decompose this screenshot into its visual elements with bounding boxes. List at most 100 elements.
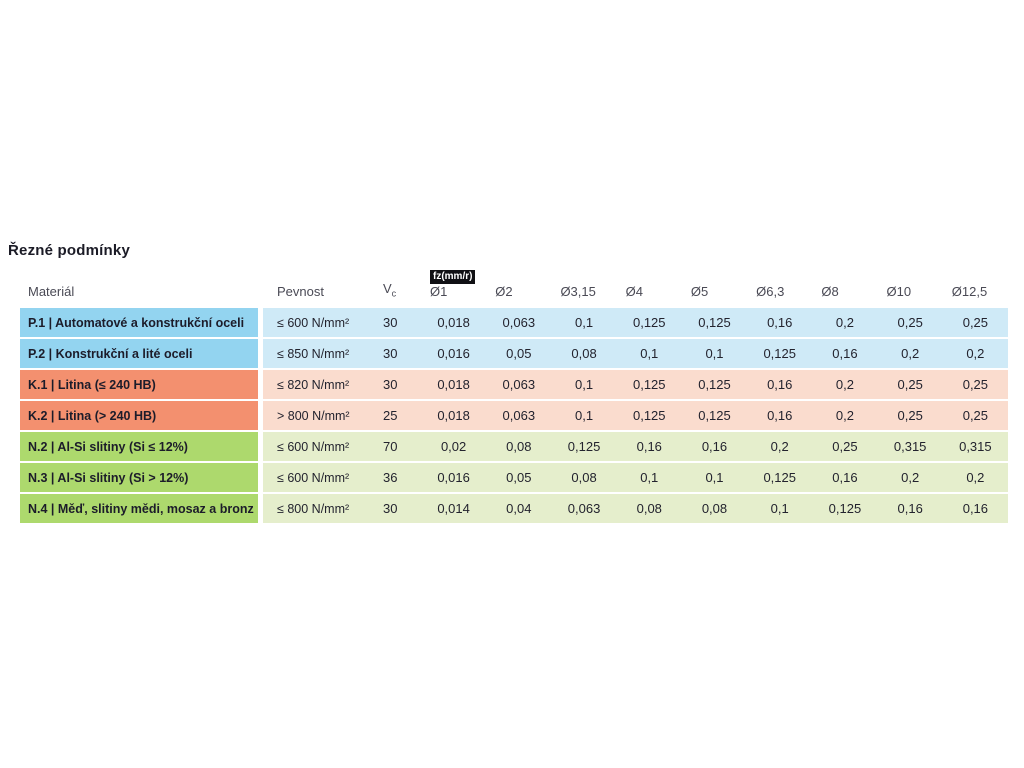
fz-value-cell: 0,125	[551, 432, 617, 461]
pevnost-cell: ≤ 600 N/mm²	[263, 308, 373, 337]
fz-value-cell: 0,014	[421, 494, 487, 523]
fz-value-cell: 0,018	[421, 308, 487, 337]
column-header-d125: Ø12,5	[951, 284, 988, 299]
vc-cell: 30	[373, 370, 421, 399]
fz-value-cell: 0,1	[681, 339, 748, 368]
fz-value-cell: 0,2	[877, 339, 943, 368]
pevnost-cell: ≤ 820 N/mm²	[263, 370, 373, 399]
vc-cell: 30	[373, 494, 421, 523]
fz-value-cell: 0,16	[942, 494, 1008, 523]
vc-cell: 25	[373, 401, 421, 430]
fz-value-cell: 0,315	[877, 432, 943, 461]
column-header-d2: Ø2	[495, 284, 513, 299]
fz-value-cell: 0,063	[551, 494, 617, 523]
column-header-d4: Ø4	[625, 284, 643, 299]
material-cell: K.2 | Litina (> 240 HB)	[20, 401, 258, 430]
material-cell: N.2 | Al-Si slitiny (Si ≤ 12%)	[20, 432, 258, 461]
fz-value-cell: 0,08	[616, 494, 682, 523]
material-cell: P.2 | Konstrukční a lité oceli	[20, 339, 258, 368]
fz-value-cell: 0,125	[812, 494, 878, 523]
fz-value-cell: 0,125	[681, 308, 748, 337]
fz-value-cell: 0,125	[616, 370, 682, 399]
vc-cell: 30	[373, 339, 421, 368]
fz-value-cell: 0,2	[812, 308, 878, 337]
fz-value-cell: 0,16	[812, 463, 878, 492]
fz-value-cell: 0,063	[486, 370, 552, 399]
fz-value-cell: 0,018	[421, 370, 487, 399]
column-header-d1: Ø1	[430, 284, 448, 299]
fz-value-cell: 0,016	[421, 339, 487, 368]
column-header-d315: Ø3,15	[560, 284, 596, 299]
table-row: N.2 | Al-Si slitiny (Si ≤ 12%) ≤ 600 N/m…	[20, 432, 1008, 461]
table-body: P.1 | Automatové a konstrukční oceli ≤ 6…	[20, 308, 1008, 523]
material-cell: P.1 | Automatové a konstrukční oceli	[20, 308, 258, 337]
fz-unit-badge: fz(mm/r)	[430, 270, 476, 284]
column-header-d8: Ø8	[821, 284, 839, 299]
fz-value-cell: 0,25	[877, 401, 943, 430]
vc-cell: 70	[373, 432, 421, 461]
fz-value-cell: 0,25	[877, 308, 943, 337]
fz-value-cell: 0,125	[616, 401, 682, 430]
column-header-pevnost: Pevnost	[277, 284, 324, 299]
fz-value-cell: 0,125	[747, 463, 813, 492]
fz-value-cell: 0,2	[942, 339, 1008, 368]
fz-value-cell: 0,08	[486, 432, 552, 461]
table-row: N.3 | Al-Si slitiny (Si > 12%) ≤ 600 N/m…	[20, 463, 1008, 492]
fz-value-cell: 0,2	[812, 401, 878, 430]
fz-value-cell: 0,16	[616, 432, 682, 461]
fz-value-cell: 0,16	[747, 370, 813, 399]
fz-value-cell: 0,125	[681, 401, 748, 430]
fz-value-cell: 0,2	[877, 463, 943, 492]
page-title: Řezné podmínky	[8, 242, 130, 259]
fz-value-cell: 0,1	[551, 401, 617, 430]
table-row: K.2 | Litina (> 240 HB) > 800 N/mm² 25 0…	[20, 401, 1008, 430]
fz-value-cell: 0,08	[551, 463, 617, 492]
fz-value-cell: 0,16	[747, 308, 813, 337]
table-header-row: fz(mm/r) Materiál Pevnost Vc Ø1 Ø2 Ø3,15…	[20, 268, 1008, 308]
fz-value-cell: 0,1	[681, 463, 748, 492]
fz-value-cell: 0,018	[421, 401, 487, 430]
table-row: P.1 | Automatové a konstrukční oceli ≤ 6…	[20, 308, 1008, 337]
fz-value-cell: 0,016	[421, 463, 487, 492]
fz-value-cell: 0,063	[486, 308, 552, 337]
fz-value-cell: 0,2	[812, 370, 878, 399]
fz-value-cell: 0,1	[616, 463, 682, 492]
cutting-conditions-table: fz(mm/r) Materiál Pevnost Vc Ø1 Ø2 Ø3,15…	[20, 268, 1008, 525]
pevnost-cell: ≤ 850 N/mm²	[263, 339, 373, 368]
fz-value-cell: 0,25	[877, 370, 943, 399]
table-row: P.2 | Konstrukční a lité oceli ≤ 850 N/m…	[20, 339, 1008, 368]
pevnost-cell: ≤ 600 N/mm²	[263, 463, 373, 492]
fz-value-cell: 0,063	[486, 401, 552, 430]
table-row: N.4 | Měď, slitiny mědi, mosaz a bronz ≤…	[20, 494, 1008, 523]
column-header-d63: Ø6,3	[756, 284, 785, 299]
fz-value-cell: 0,16	[812, 339, 878, 368]
material-cell: N.3 | Al-Si slitiny (Si > 12%)	[20, 463, 258, 492]
pevnost-cell: ≤ 600 N/mm²	[263, 432, 373, 461]
fz-value-cell: 0,08	[551, 339, 617, 368]
table-row: K.1 | Litina (≤ 240 HB) ≤ 820 N/mm² 30 0…	[20, 370, 1008, 399]
fz-value-cell: 0,16	[747, 401, 813, 430]
fz-value-cell: 0,1	[747, 494, 813, 523]
pevnost-cell: ≤ 800 N/mm²	[263, 494, 373, 523]
vc-cell: 30	[373, 308, 421, 337]
column-header-material: Materiál	[28, 284, 75, 299]
fz-value-cell: 0,315	[942, 432, 1008, 461]
pevnost-cell: > 800 N/mm²	[263, 401, 373, 430]
fz-value-cell: 0,05	[486, 339, 552, 368]
fz-value-cell: 0,2	[747, 432, 813, 461]
column-header-d5: Ø5	[690, 284, 709, 299]
fz-value-cell: 0,25	[812, 432, 878, 461]
fz-value-cell: 0,08	[681, 494, 748, 523]
fz-value-cell: 0,05	[486, 463, 552, 492]
fz-value-cell: 0,25	[942, 370, 1008, 399]
fz-value-cell: 0,1	[616, 339, 682, 368]
fz-value-cell: 0,04	[486, 494, 552, 523]
fz-value-cell: 0,16	[877, 494, 943, 523]
fz-value-cell: 0,125	[681, 370, 748, 399]
fz-value-cell: 0,125	[747, 339, 813, 368]
material-cell: N.4 | Měď, slitiny mědi, mosaz a bronz	[20, 494, 258, 523]
fz-value-cell: 0,125	[616, 308, 682, 337]
fz-value-cell: 0,25	[942, 401, 1008, 430]
fz-value-cell: 0,1	[551, 308, 617, 337]
column-header-d10: Ø10	[886, 284, 912, 299]
